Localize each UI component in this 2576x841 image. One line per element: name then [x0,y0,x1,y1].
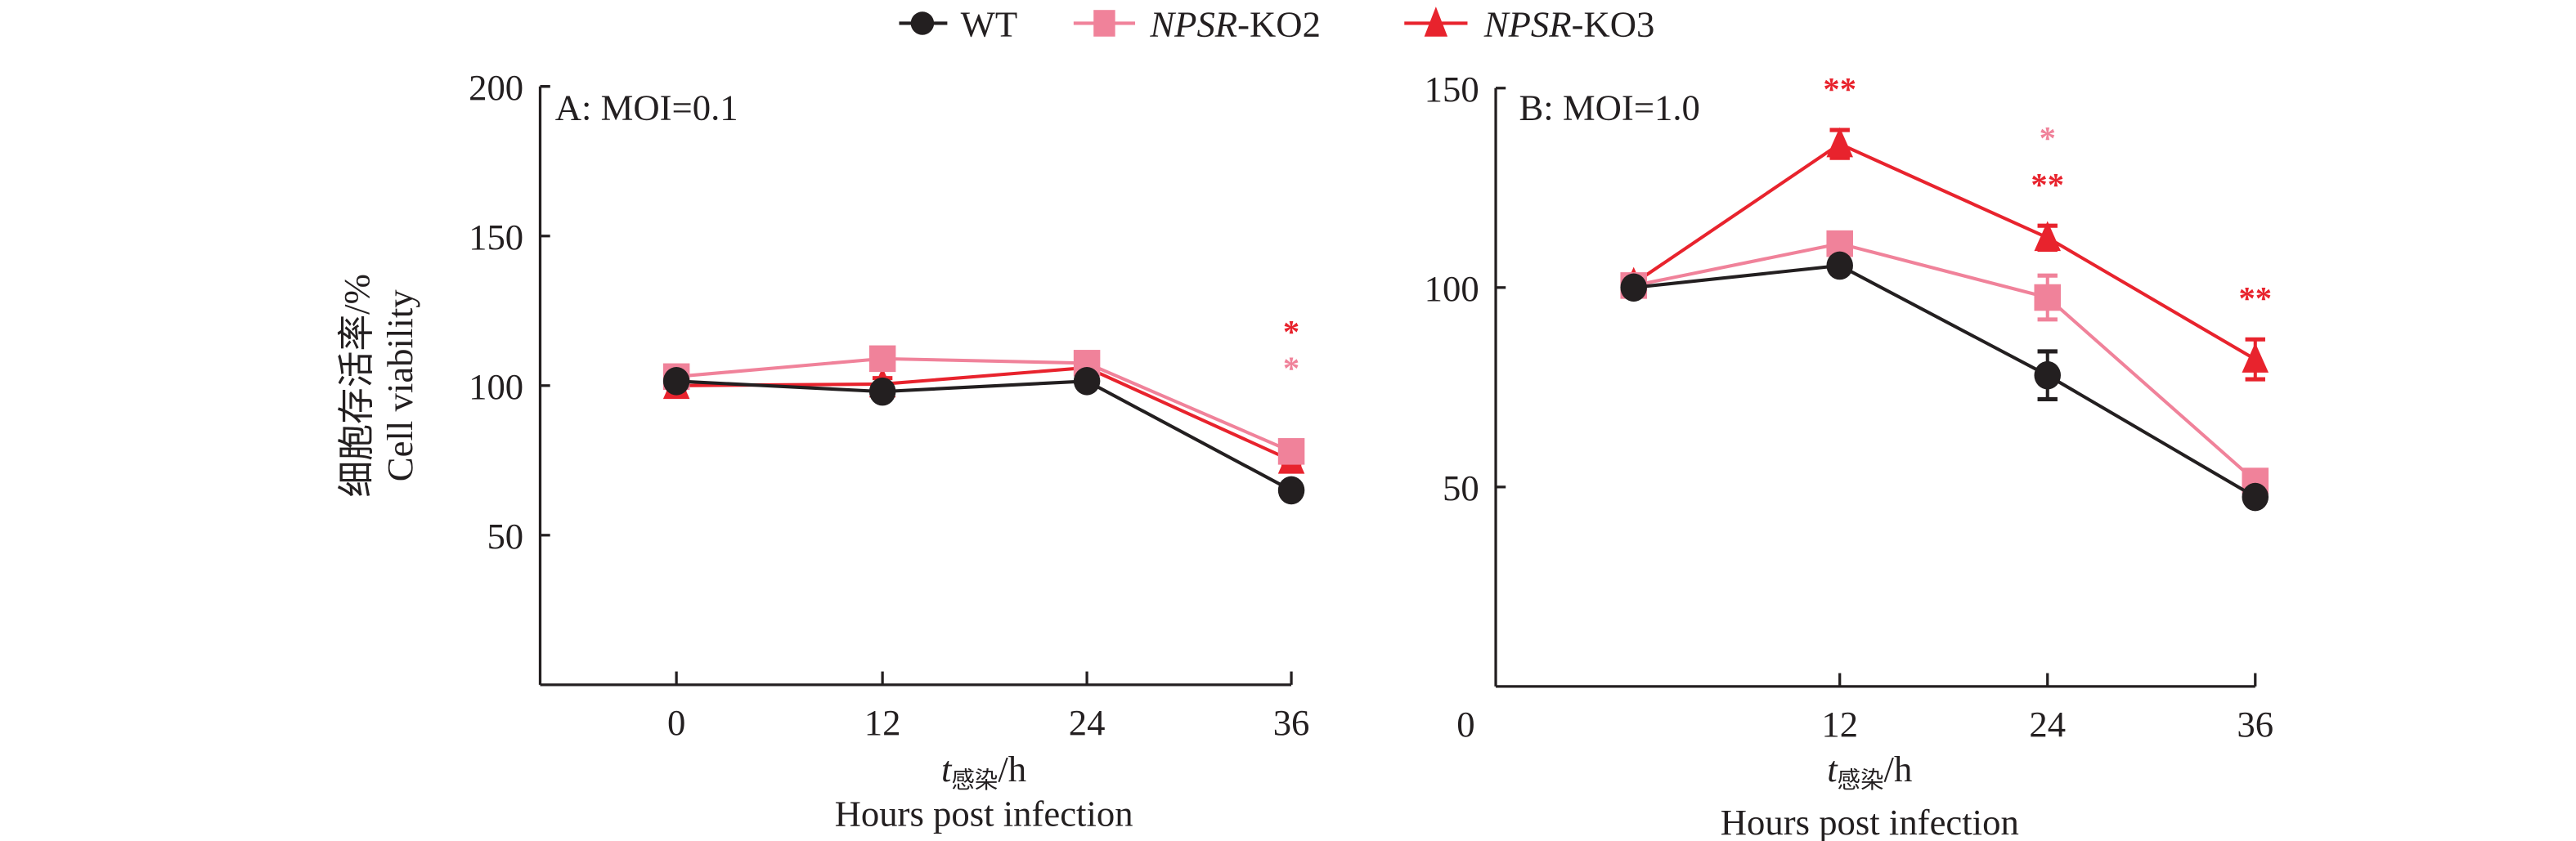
data-point [1826,127,1853,158]
y-axis-title-en: Cell viability [379,289,420,481]
x-tick-label: 36 [1273,702,1310,743]
y-tick-label: 100 [1425,268,1479,309]
series-wt [1620,251,2269,512]
data-point [1826,251,1853,280]
legend-item-ko2: NPSR-KO2 [1073,4,1321,45]
y-ticks: 50 100 150 [1425,69,1506,508]
significance-annotations: ******* [1823,70,2272,316]
x-tick-label: 12 [1821,704,1858,745]
data-point [2034,284,2061,311]
panel-a: A: MOI=0.1 50 100 150 200 0 12 24 36 ** t感染/h … [469,67,1309,834]
legend-label-ko3: NPSR-KO3 [1483,4,1655,45]
panel-title: B: MOI=1.0 [1519,87,1699,127]
legend-label-ko2: NPSR-KO2 [1149,4,1321,45]
x-ticks: 0 12 24 36 [1456,673,2273,745]
legend-item-ko3: NPSR-KO3 [1404,4,1654,45]
legend-item-wt: WT [899,4,1017,45]
significance-annotations: ** [1283,313,1299,387]
y-tick-label: 100 [469,366,523,407]
panel-title: A: MOI=0.1 [555,87,738,127]
significance-marker: ** [2031,167,2064,204]
series-wt [662,367,1305,505]
legend-marker-square-icon [1093,10,1115,37]
x-tick-label: 0 [667,702,685,743]
x-tick-label: 12 [864,702,901,743]
series-npsr-ko3 [1620,127,2269,382]
y-ticks: 50 100 150 200 [469,67,550,557]
legend-marker-circle-icon [910,11,935,35]
x-axis-title-en: Hours post infection [1721,802,2019,841]
legend-marker-triangle-icon [1424,7,1448,37]
y-tick-label: 50 [487,516,523,557]
data-point [2242,342,2269,373]
series-line [675,356,1292,454]
x-axis-title-en: Hours post infection [835,794,1133,834]
series-npsr-ko2 [1620,230,2269,494]
data-point [1073,367,1101,396]
legend-label-wt: WT [961,4,1018,45]
data-point [2034,360,2061,390]
x-tick-label: 36 [2237,704,2273,745]
x-axis-title: t感染/h Hours post infection [1721,749,2019,841]
x-tick-label: 0 [1456,704,1474,745]
data-point [1620,273,1647,302]
data-point [662,367,690,396]
x-axis-title-var: t感染/h [1827,749,1912,794]
x-tick-label: 24 [2029,704,2066,745]
series-line [1632,141,2256,361]
data-point [1277,476,1305,505]
y-tick-label: 200 [469,67,523,108]
x-ticks: 0 12 24 36 [667,671,1310,743]
series-line [1633,242,2257,483]
y-tick-label: 150 [1425,69,1479,110]
x-tick-label: 24 [1069,702,1106,743]
y-axis-title-cn: 细胞存活率/% [336,274,377,497]
series-group [662,345,1305,505]
significance-marker: * [1283,313,1299,350]
legend: WT NPSR-KO2 NPSR-KO3 [899,4,1654,45]
x-axis-title: t感染/h Hours post infection [835,749,1133,834]
data-point [868,377,896,406]
data-point [868,345,896,373]
y-tick-label: 50 [1443,467,1479,508]
x-axis-title-var: t感染/h [941,749,1026,794]
significance-marker: * [1283,350,1299,387]
series-line [676,379,1293,492]
data-point [2242,482,2269,512]
significance-marker: * [2040,120,2056,157]
data-point [1277,438,1305,465]
series-line [1633,263,2256,499]
series-line [676,365,1292,463]
data-point [2034,221,2061,252]
y-tick-label: 150 [469,217,523,257]
significance-marker: ** [1823,70,1856,107]
series-group [1620,127,2269,512]
y-axis-title: 细胞存活率/% Cell viability [336,274,420,497]
significance-marker: ** [2238,280,2272,317]
